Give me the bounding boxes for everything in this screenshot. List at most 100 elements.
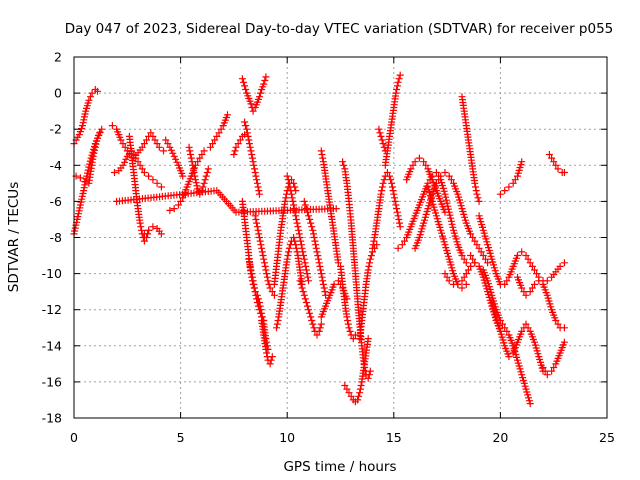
data-point: [258, 248, 266, 256]
data-point: [435, 176, 443, 184]
data-point: [319, 154, 327, 162]
data-point: [251, 165, 258, 173]
data-point: [524, 324, 532, 332]
data-point: [341, 382, 349, 389]
data-point: [545, 151, 553, 158]
data-point: [378, 136, 386, 144]
data-point: [471, 179, 479, 187]
data-point: [441, 190, 449, 198]
data-point: [393, 86, 401, 93]
x-tick-label: 10: [279, 430, 295, 445]
data-point: [231, 147, 239, 155]
data-point: [308, 223, 316, 231]
data-point: [552, 317, 560, 324]
data-point: [250, 280, 258, 288]
data-point: [467, 252, 475, 259]
data-point: [179, 172, 187, 180]
data-point: [170, 152, 178, 160]
data-point: [299, 288, 307, 296]
data-point: [81, 178, 89, 185]
data-point: [526, 288, 534, 296]
data-point: [394, 244, 402, 252]
data-point: [294, 223, 302, 231]
data-point: [175, 201, 182, 209]
data-point: [458, 252, 466, 259]
data-point: [246, 140, 253, 148]
data-point: [263, 349, 271, 357]
data-point: [301, 295, 309, 303]
data-point: [153, 179, 161, 187]
data-point: [290, 234, 298, 241]
data-point: [258, 244, 266, 252]
y-tick-label: -8: [50, 230, 63, 245]
data-point: [364, 374, 372, 382]
data-point: [234, 140, 242, 148]
data-point: [309, 320, 317, 328]
data-point: [201, 176, 209, 184]
data-point: [295, 226, 303, 234]
data-point: [305, 212, 312, 220]
data-point: [556, 262, 564, 270]
data-point: [248, 151, 256, 158]
data-point: [518, 284, 526, 292]
data-point: [160, 147, 167, 155]
data-point: [518, 248, 526, 256]
data-point: [316, 262, 324, 270]
series-track-21: [283, 172, 312, 285]
data-point: [462, 270, 470, 278]
data-point: [94, 87, 101, 95]
data-point: [149, 176, 157, 184]
data-point: [298, 284, 306, 292]
data-point: [313, 248, 321, 256]
data-point: [533, 270, 541, 278]
data-point: [477, 248, 485, 256]
data-point: [376, 129, 384, 137]
data-point: [364, 335, 372, 343]
data-point: [96, 128, 104, 136]
data-point: [554, 320, 562, 328]
data-point: [289, 197, 297, 205]
data-point: [366, 367, 374, 375]
data-point: [522, 320, 530, 328]
data-point: [310, 324, 318, 332]
data-point: [524, 255, 532, 263]
data-point: [186, 147, 194, 155]
data-point: [511, 176, 519, 184]
data-point: [283, 172, 291, 180]
data-point: [203, 169, 211, 176]
data-point: [473, 241, 481, 249]
series-track-30: [369, 169, 404, 252]
data-point: [388, 179, 396, 187]
data-point: [443, 199, 451, 207]
data-point: [149, 223, 157, 231]
data-point: [462, 280, 470, 288]
data-point: [514, 252, 521, 259]
data-point: [246, 143, 254, 151]
series-track-19: [270, 176, 300, 288]
data-point: [460, 273, 468, 281]
data-point: [297, 241, 305, 249]
data-point: [312, 241, 320, 249]
data-point: [108, 122, 116, 130]
series-track-40: [475, 212, 526, 288]
data-point: [302, 205, 310, 213]
data-point: [528, 284, 536, 292]
series-outlier: [113, 187, 340, 216]
data-point: [442, 196, 450, 204]
y-tick-label: -4: [50, 158, 63, 173]
data-point: [177, 197, 185, 205]
data-point: [396, 71, 404, 79]
data-point: [200, 147, 208, 155]
data-point: [140, 169, 148, 176]
data-point: [484, 259, 492, 267]
data-point: [252, 216, 260, 223]
data-point: [267, 356, 275, 364]
data-point: [157, 230, 165, 238]
data-point: [472, 187, 480, 195]
data-point: [191, 172, 199, 180]
data-point: [539, 364, 547, 371]
data-point: [247, 266, 255, 274]
data-point: [261, 259, 268, 267]
data-point: [251, 284, 258, 292]
data-point: [253, 295, 261, 303]
